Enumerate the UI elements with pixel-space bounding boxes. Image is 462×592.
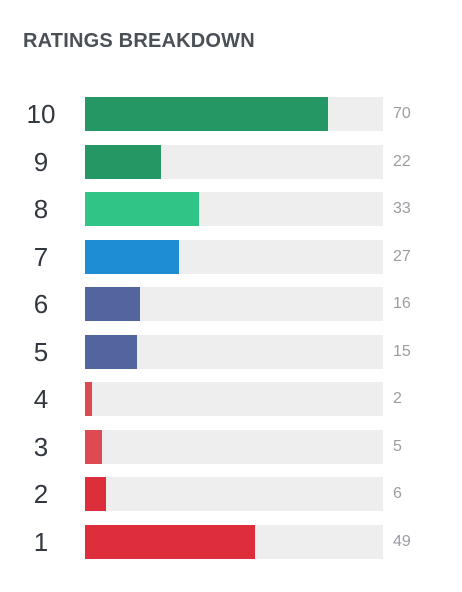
rating-row-5: 5 15 (0, 334, 462, 369)
rating-label: 4 (33, 384, 49, 414)
rating-label: 3 (33, 431, 49, 462)
bar-track (85, 334, 383, 369)
bar-track (85, 192, 383, 226)
bar-track (85, 144, 383, 179)
rating-label: 7 (33, 241, 49, 272)
bar-track (85, 97, 383, 131)
rating-label: 9 (33, 146, 49, 177)
rating-label: 6 (33, 289, 49, 319)
rating-count: 2 (393, 390, 402, 407)
rating-count: 6 (393, 485, 402, 502)
bar-track (85, 287, 383, 321)
bar-fill (85, 429, 102, 464)
bar-fill (85, 477, 106, 511)
bar-fill (85, 97, 328, 131)
rating-row-9: 9 22 (0, 144, 462, 179)
rating-label: 10 (26, 99, 56, 129)
bar-track (85, 382, 383, 416)
bar-fill (85, 334, 137, 369)
rating-count: 22 (393, 152, 411, 170)
bar-fill (85, 287, 140, 321)
bar-track (85, 239, 383, 274)
rating-count: 5 (393, 437, 402, 455)
bar-fill (85, 144, 161, 179)
rating-row-10: 10 70 (0, 97, 462, 131)
rating-label: 2 (33, 479, 49, 509)
rating-label: 8 (33, 194, 49, 224)
rating-row-7: 7 27 (0, 239, 462, 274)
rating-count: 15 (393, 342, 411, 360)
bar-track (85, 524, 383, 559)
rating-label: 1 (33, 526, 49, 557)
bar-fill (85, 524, 255, 559)
rating-count: 49 (393, 532, 411, 550)
bar-track (85, 429, 383, 464)
bar-track (85, 477, 383, 511)
rating-count: 33 (393, 200, 411, 217)
bar-fill (85, 382, 92, 416)
rating-label: 5 (33, 336, 49, 367)
bar-fill (85, 239, 179, 274)
rating-row-8: 8 33 (0, 192, 462, 226)
rating-row-6: 6 16 (0, 287, 462, 321)
rating-count: 70 (393, 105, 411, 122)
rating-row-1: 1 49 (0, 524, 462, 559)
rating-count: 27 (393, 247, 411, 265)
rating-count: 16 (393, 295, 411, 312)
bar-fill (85, 192, 199, 226)
chart-title: RATINGS BREAKDOWN (23, 30, 255, 52)
